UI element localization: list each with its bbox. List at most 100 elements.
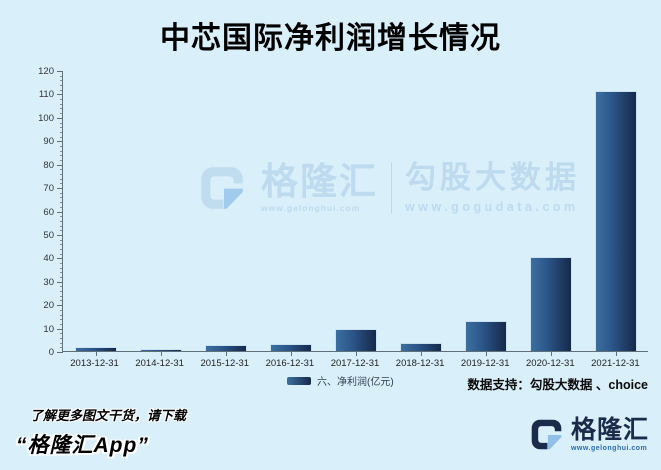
y-axis-tick [57, 188, 63, 190]
y-axis-label: 50 [43, 229, 54, 241]
footer-logo-text: 格隆汇 [570, 415, 649, 444]
bar-2017-12-31 [335, 329, 377, 351]
x-axis-tick [551, 352, 553, 356]
y-axis-tick [60, 159, 63, 161]
y-axis-tick [57, 211, 63, 213]
y-axis-tick [60, 286, 63, 288]
x-axis-label: 2014-12-31 [135, 358, 184, 369]
y-axis-tick [60, 192, 63, 194]
y-axis-tick [60, 80, 63, 82]
y-axis-tick [57, 352, 63, 353]
bar-chart: 2013-12-31 2014-12-31 2015-12-31 2016-12-31… [0, 62, 661, 374]
y-axis-tick [60, 122, 63, 124]
y-axis-tick [60, 131, 63, 133]
y-axis-tick [57, 328, 63, 330]
legend-label: 六、净利润(亿元) [317, 377, 394, 388]
y-axis-label: 10 [43, 323, 54, 335]
y-axis-tick [60, 103, 63, 105]
y-axis-tick [57, 281, 63, 283]
y-axis-tick [60, 202, 63, 204]
y-axis-label: 70 [43, 183, 54, 195]
y-axis-tick [60, 183, 63, 185]
bar-2013-12-31 [74, 347, 117, 351]
y-axis-tick [60, 314, 63, 316]
x-axis-tick [290, 352, 292, 356]
x-axis-label: 2020-12-31 [526, 358, 575, 369]
x-axis-label: 2017-12-31 [330, 358, 380, 369]
x-axis-label: 2015-12-31 [200, 358, 250, 369]
y-axis-tick [60, 291, 63, 293]
x-axis-label: 2013-12-31 [70, 358, 119, 369]
y-axis-tick [60, 244, 63, 246]
x-axis-tick [421, 352, 423, 356]
y-axis-tick [60, 225, 63, 227]
y-axis-tick [60, 136, 63, 138]
x-axis-label: 2018-12-31 [395, 358, 445, 369]
y-axis-label: 100 [38, 112, 54, 124]
y-axis-label: 90 [43, 136, 54, 148]
y-axis-tick [57, 305, 63, 307]
x-axis-tick [95, 352, 97, 356]
y-axis-tick [60, 323, 63, 325]
y-axis-tick [60, 342, 63, 344]
y-axis-tick [60, 220, 63, 222]
y-axis-tick [60, 75, 63, 77]
y-axis-tick [60, 206, 63, 208]
legend-swatch [287, 376, 311, 385]
bar-2020-12-31 [530, 257, 573, 351]
app-name: “格隆汇App” [16, 434, 149, 457]
y-axis-label: 110 [38, 89, 54, 101]
bar-2018-12-31 [400, 343, 443, 351]
y-axis-tick [60, 178, 63, 180]
y-axis-tick [60, 319, 63, 321]
y-axis-tick [60, 272, 63, 274]
x-axis-tick [225, 352, 227, 356]
y-axis-tick [60, 216, 63, 218]
y-axis-tick [60, 113, 63, 115]
x-axis-labels: 2013-12-31 2014-12-31 2015-12-31 2016-12-31… [62, 358, 648, 370]
y-axis-tick [57, 71, 63, 72]
chart-legend: 六、净利润(亿元) [287, 373, 394, 388]
x-axis-tick [486, 352, 488, 356]
y-axis-tick [60, 108, 63, 110]
footer-logo-url: www.gelonghui.com [570, 444, 648, 452]
chart-title: 中芯国际净利润增长情况 [160, 22, 501, 55]
y-axis-tick [57, 258, 63, 260]
y-axis-tick [60, 155, 63, 157]
y-axis-label: 80 [43, 159, 54, 171]
gelonghui-logo-icon [528, 416, 565, 453]
y-axis-tick [57, 141, 63, 143]
x-axis-label: 2016-12-31 [265, 358, 315, 369]
y-axis-tick [60, 337, 63, 339]
y-axis-tick [60, 127, 63, 129]
y-axis-label: 40 [43, 253, 54, 265]
footer-promo: 了解更多图文干货，请下载 “格隆汇App” [16, 405, 186, 459]
y-axis-tick [60, 85, 63, 87]
y-axis-tick [60, 150, 63, 152]
bar-2019-12-31 [465, 321, 508, 351]
y-axis-tick [60, 300, 63, 302]
y-axis-tick [60, 333, 63, 335]
y-axis-tick [60, 197, 63, 199]
y-axis-tick [60, 263, 63, 265]
y-axis-label: 60 [43, 206, 54, 218]
y-axis-label: 20 [43, 300, 54, 312]
footer-logo: 格隆汇 www.gelonghui.com [528, 416, 649, 453]
y-axis-tick [60, 89, 63, 91]
y-axis-tick [60, 145, 63, 147]
y-axis-tick [60, 347, 63, 349]
y-axis-tick [60, 277, 63, 279]
bar-2021-12-31 [595, 91, 638, 351]
y-axis-tick [60, 267, 63, 269]
y-axis-label: 120 [38, 66, 54, 77]
x-axis-tick [616, 352, 618, 356]
y-axis-tick [57, 234, 63, 236]
y-axis-tick [60, 169, 63, 171]
bar-2016-12-31 [269, 343, 312, 351]
y-axis-tick [60, 248, 63, 250]
bar-2014-12-31 [139, 348, 182, 351]
y-axis-tick [60, 174, 63, 176]
y-axis-tick [57, 117, 63, 119]
y-axis-tick [60, 309, 63, 311]
